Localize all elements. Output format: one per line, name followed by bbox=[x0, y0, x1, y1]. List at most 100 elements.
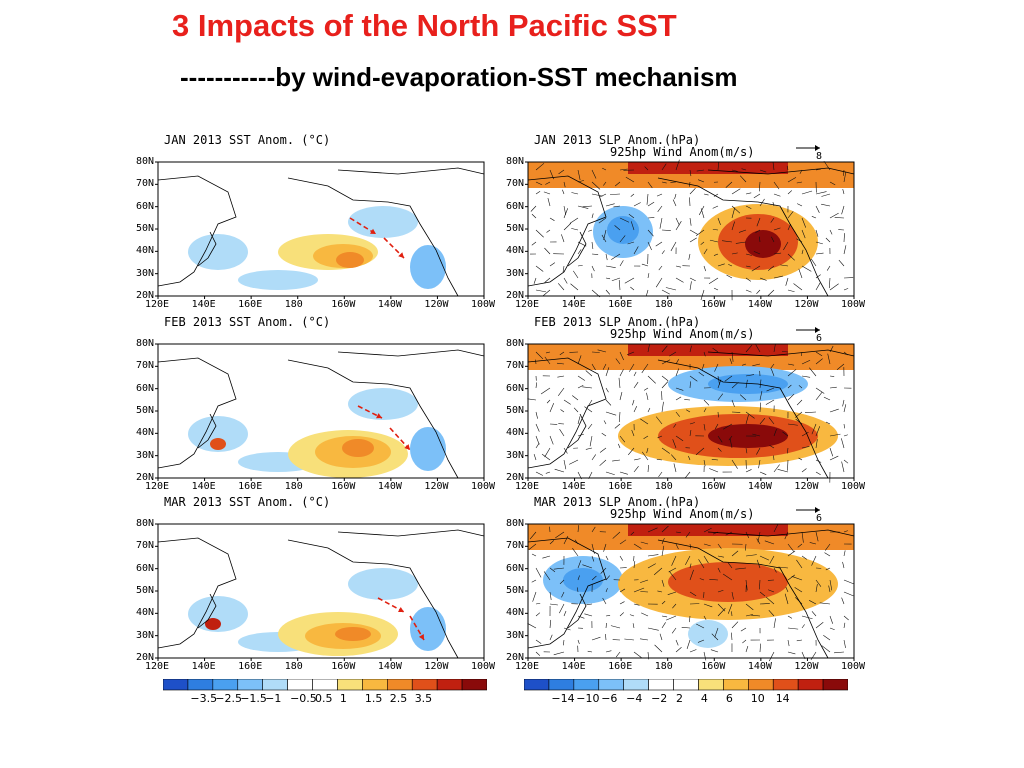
wind-vector bbox=[661, 622, 666, 629]
wind-vector bbox=[618, 279, 621, 291]
wind-vector bbox=[717, 217, 721, 225]
wind-vector bbox=[570, 283, 579, 291]
wind-vector bbox=[689, 187, 696, 195]
wind-vector bbox=[798, 385, 803, 389]
wind-vector bbox=[828, 585, 831, 593]
wind-vector bbox=[698, 559, 705, 569]
colorbar-label: 10 bbox=[750, 692, 765, 705]
wind-vector bbox=[577, 575, 580, 581]
wind-vector bbox=[829, 455, 839, 461]
y-tick-label: 70N bbox=[506, 540, 525, 552]
wind-vector bbox=[605, 588, 608, 593]
japan-coastline bbox=[567, 593, 587, 629]
wind-vector bbox=[829, 283, 839, 291]
wind-vector bbox=[717, 567, 721, 573]
wind-vector bbox=[843, 233, 845, 243]
wind-vector bbox=[778, 566, 789, 569]
colorbar-swatch bbox=[436, 679, 463, 691]
wind-vector bbox=[745, 253, 753, 256]
wind-vector bbox=[641, 612, 649, 617]
wind-vector bbox=[842, 399, 845, 407]
x-tick-label: 160E bbox=[608, 299, 633, 310]
colorbar-label: −14 bbox=[551, 692, 575, 705]
wind-vector bbox=[661, 447, 670, 454]
colorbar-swatch bbox=[598, 679, 624, 691]
wind-vector bbox=[591, 454, 597, 461]
wind-vector bbox=[646, 193, 649, 205]
wind-vector bbox=[735, 567, 747, 570]
wind-vector bbox=[545, 181, 551, 185]
wind-vector bbox=[572, 395, 579, 401]
asia-coastline bbox=[157, 537, 237, 649]
wind-vector bbox=[759, 379, 762, 389]
slp-low bbox=[688, 620, 728, 648]
wind-vector bbox=[703, 543, 711, 547]
panel-title: JAN 2013 SLP Anom.(hPa) bbox=[534, 133, 701, 147]
sst-warm-anomaly bbox=[336, 252, 364, 268]
wind-vector bbox=[615, 651, 621, 658]
wind-vector bbox=[542, 289, 551, 297]
wind-vector bbox=[589, 435, 593, 447]
y-tick-label: 40N bbox=[136, 427, 155, 439]
wind-vector bbox=[605, 399, 612, 406]
wind-vector bbox=[685, 555, 691, 566]
wind-vector bbox=[717, 555, 724, 558]
north-america-coastline bbox=[657, 539, 829, 659]
wind-vector bbox=[633, 371, 637, 377]
wind-vector bbox=[675, 387, 684, 391]
colorbar-label: −3.5 bbox=[190, 692, 218, 705]
wind-vector bbox=[633, 465, 639, 473]
wind-vector bbox=[765, 399, 775, 405]
wind-vector bbox=[727, 562, 733, 569]
wind-vector bbox=[614, 225, 621, 231]
colorbar-label: 14 bbox=[775, 692, 790, 705]
wind-vector bbox=[745, 277, 752, 282]
wind-vector bbox=[647, 375, 656, 384]
wind-vector bbox=[729, 358, 733, 365]
wind-vector bbox=[815, 471, 821, 476]
y-tick-label: 40N bbox=[506, 427, 525, 439]
wind-vector bbox=[655, 277, 663, 288]
colorbar-swatch bbox=[748, 679, 774, 691]
wind-vector bbox=[787, 253, 795, 261]
wind-vector bbox=[843, 639, 846, 649]
wind-vector bbox=[605, 289, 611, 295]
wind-vector bbox=[745, 614, 754, 617]
wind-vector bbox=[669, 571, 677, 581]
wind-vector bbox=[531, 579, 537, 583]
wind-vector bbox=[633, 561, 636, 569]
wind-vector bbox=[661, 375, 669, 382]
colorbar-swatch bbox=[212, 679, 239, 691]
wind-vector bbox=[553, 651, 565, 656]
x-tick-label: 160W bbox=[701, 661, 726, 672]
wind-vector bbox=[612, 531, 621, 539]
wind-vector bbox=[611, 277, 621, 282]
slp-colorbar-labels: −14 −10 −6 −4 −2 2 4 6 10 14 bbox=[524, 693, 848, 705]
wind-vector bbox=[698, 371, 705, 377]
wind-vector bbox=[601, 234, 607, 243]
wind-vector bbox=[801, 217, 807, 228]
wind-vector bbox=[714, 423, 719, 430]
wind-vector bbox=[560, 409, 565, 413]
wind-vector bbox=[643, 435, 649, 440]
wind-vector bbox=[661, 525, 669, 533]
x-tick-label: 120W bbox=[424, 661, 449, 672]
wind-vector bbox=[655, 241, 663, 247]
wind-vector bbox=[811, 555, 817, 566]
wind-vector bbox=[661, 229, 671, 231]
wind-vector bbox=[546, 399, 551, 404]
wind-vector bbox=[793, 283, 803, 291]
wind-vector bbox=[618, 377, 621, 389]
wind-arrow bbox=[409, 615, 425, 641]
wind-vector bbox=[815, 229, 819, 237]
wind-vector bbox=[759, 643, 761, 653]
wind-vector bbox=[801, 359, 811, 365]
wind-vector bbox=[843, 423, 845, 429]
wind-vector bbox=[619, 260, 624, 267]
japan-coastline bbox=[197, 593, 217, 629]
wind-vector bbox=[562, 265, 565, 273]
wind-vector bbox=[798, 268, 803, 279]
sst-panel-feb: FEB 2013 SST Anom. (°C) 80N 70N 60N 50N 40N 3… bbox=[130, 310, 500, 496]
colorbar-swatch bbox=[723, 679, 749, 691]
wind-vector bbox=[824, 543, 831, 551]
